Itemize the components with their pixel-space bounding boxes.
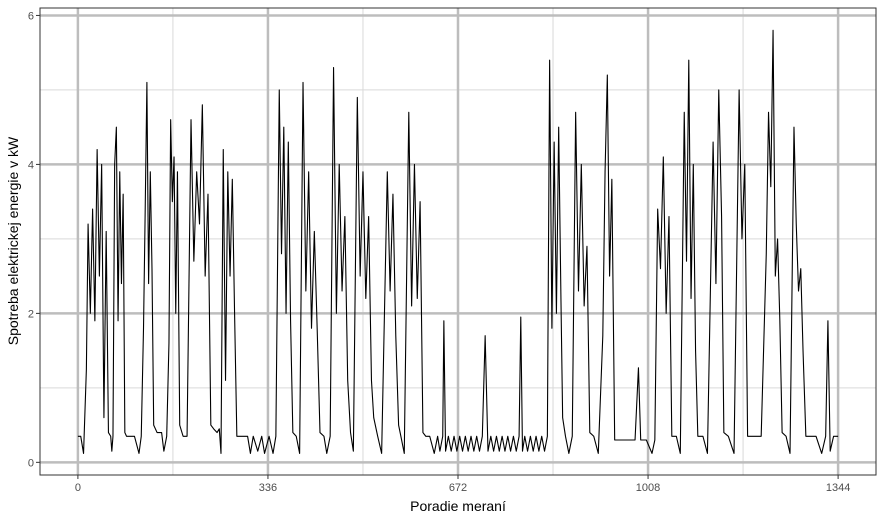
y-axis-title: Spotreba elektrickej energie v kW (5, 136, 21, 345)
x-tick-label: 1344 (826, 482, 850, 494)
y-tick-label: 0 (28, 457, 34, 469)
x-tick-label: 1008 (636, 482, 660, 494)
y-tick-label: 2 (28, 308, 34, 320)
x-axis-title: Poradie meraní (410, 498, 506, 514)
y-tick-label: 6 (28, 10, 34, 22)
data-line (77, 29, 839, 454)
plot-area (77, 29, 839, 454)
x-tick-label: 672 (449, 482, 467, 494)
x-tick-label: 336 (259, 482, 277, 494)
x-tick-label: 0 (75, 482, 81, 494)
y-tick-label: 4 (28, 159, 34, 171)
grid (40, 8, 876, 475)
